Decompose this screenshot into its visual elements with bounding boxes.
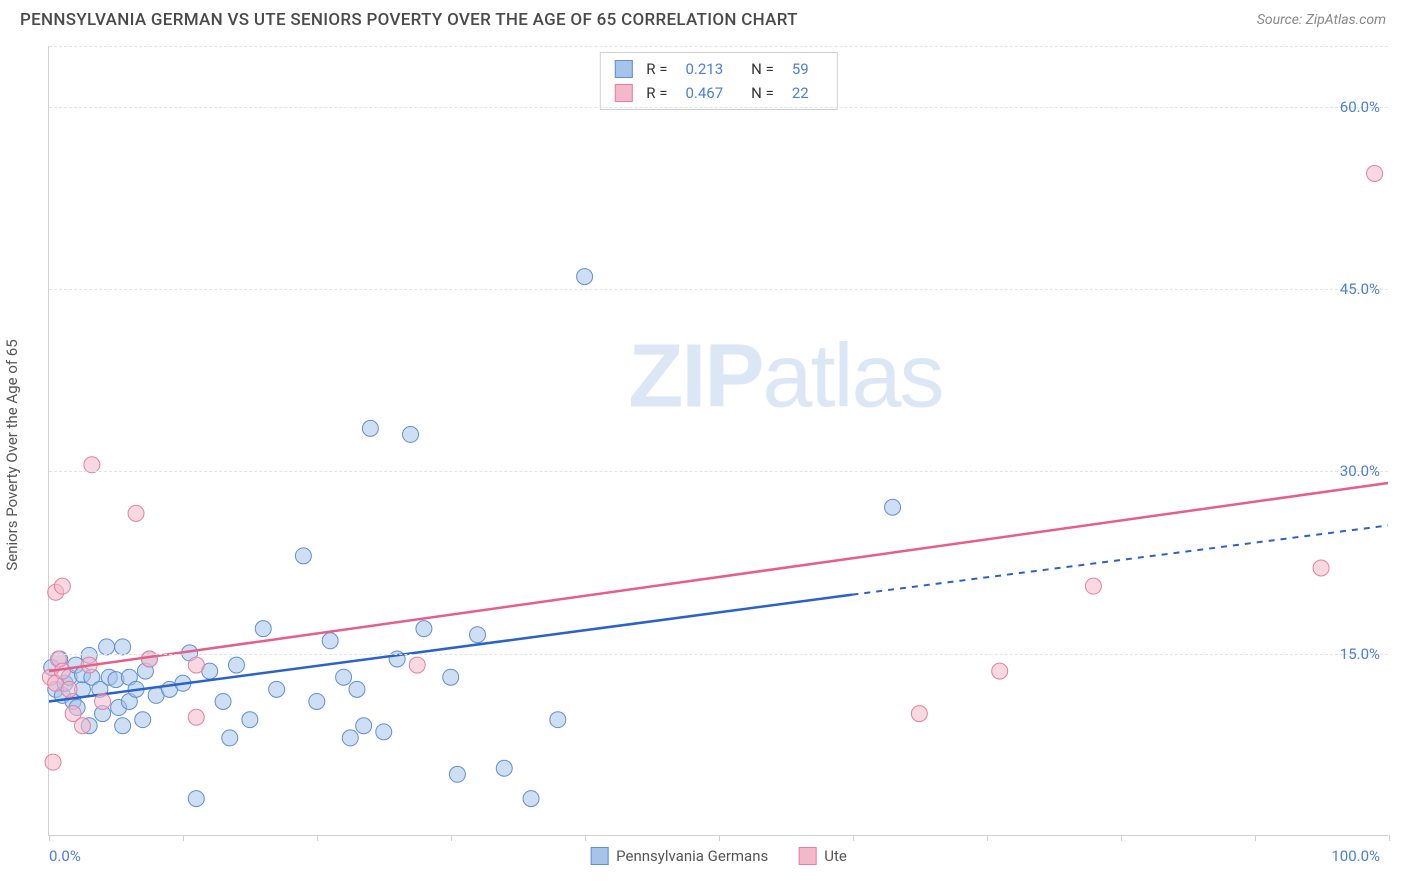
bottom-legend-swatch-pa_germans (590, 847, 608, 865)
data-point-ute (409, 657, 425, 673)
data-point-pa_germans (188, 791, 204, 807)
data-point-ute (992, 663, 1008, 679)
data-point-ute (61, 681, 77, 697)
data-point-pa_germans (228, 657, 244, 673)
data-point-pa_germans (469, 627, 485, 643)
y-tick-label: 15.0% (1340, 645, 1380, 663)
gridline-horizontal (49, 471, 1388, 472)
x-tick (1121, 835, 1122, 841)
data-point-pa_germans (342, 730, 358, 746)
data-point-pa_germans (885, 499, 901, 515)
x-tick (987, 835, 988, 841)
data-point-ute (74, 718, 90, 734)
legend-swatch-pa_germans (614, 60, 632, 78)
x-tick (1255, 835, 1256, 841)
bottom-legend-label: Ute (824, 847, 847, 865)
data-point-pa_germans (336, 669, 352, 685)
gridline-horizontal (49, 46, 1388, 47)
chart-header: PENNSYLVANIA GERMAN VS UTE SENIORS POVER… (0, 0, 1406, 36)
y-tick-label: 30.0% (1340, 462, 1380, 480)
y-tick-label: 60.0% (1340, 98, 1380, 116)
chart-title: PENNSYLVANIA GERMAN VS UTE SENIORS POVER… (20, 10, 798, 30)
legend-n-value: 22 (792, 81, 809, 105)
trendline-dashed-pa_germans (852, 525, 1388, 594)
data-point-pa_germans (443, 669, 459, 685)
scatter-plot-svg (49, 46, 1388, 835)
data-point-pa_germans (99, 639, 115, 655)
data-point-pa_germans (577, 269, 593, 285)
bottom-legend-item-pa_germans: Pennsylvania Germans (590, 847, 768, 865)
data-point-ute (911, 706, 927, 722)
data-point-pa_germans (222, 730, 238, 746)
data-point-pa_germans (349, 681, 365, 697)
data-point-ute (45, 754, 61, 770)
y-axis-label: Seniors Poverty Over the Age of 65 (3, 339, 21, 570)
gridline-horizontal (49, 107, 1388, 108)
legend-n-value: 59 (792, 57, 809, 81)
bottom-legend-item-ute: Ute (798, 847, 847, 865)
legend-n-label: N = (751, 81, 774, 105)
y-tick-label: 45.0% (1340, 280, 1380, 298)
data-point-pa_germans (362, 420, 378, 436)
x-tick (1389, 835, 1390, 841)
data-point-pa_germans (295, 548, 311, 564)
legend-row-ute: R = 0.467 N = 22 (614, 81, 822, 105)
x-tick (451, 835, 452, 841)
legend-r-value: 0.213 (685, 57, 723, 81)
x-tick (183, 835, 184, 841)
correlation-legend-box: R = 0.213 N = 59 R = 0.467 N = 22 (599, 52, 837, 110)
data-point-pa_germans (356, 718, 372, 734)
data-point-ute (1085, 578, 1101, 594)
bottom-legend-label: Pennsylvania Germans (616, 847, 768, 865)
legend-row-pa_germans: R = 0.213 N = 59 (614, 57, 822, 81)
x-tick (49, 835, 50, 841)
bottom-legend-swatch-ute (798, 847, 816, 865)
data-point-ute (1313, 560, 1329, 576)
series-legend: Pennsylvania Germans Ute (590, 847, 847, 865)
data-point-pa_germans (255, 621, 271, 637)
data-point-pa_germans (135, 712, 151, 728)
chart-source: Source: ZipAtlas.com (1257, 12, 1386, 28)
data-point-ute (95, 693, 111, 709)
legend-r-label: R = (646, 57, 667, 81)
x-tick (585, 835, 586, 841)
data-point-pa_germans (449, 766, 465, 782)
legend-n-label: N = (751, 57, 774, 81)
data-point-pa_germans (416, 621, 432, 637)
data-point-pa_germans (115, 639, 131, 655)
x-tick-label: 0.0% (49, 847, 81, 865)
data-point-ute (54, 578, 70, 594)
data-point-pa_germans (269, 681, 285, 697)
data-point-ute (188, 709, 204, 725)
data-point-ute (188, 657, 204, 673)
data-point-pa_germans (242, 712, 258, 728)
data-point-pa_germans (550, 712, 566, 728)
data-point-pa_germans (403, 426, 419, 442)
data-point-pa_germans (322, 633, 338, 649)
gridline-horizontal (49, 289, 1388, 290)
x-tick-label: 100.0% (1331, 847, 1380, 865)
x-tick (317, 835, 318, 841)
data-point-pa_germans (115, 718, 131, 734)
data-point-pa_germans (496, 760, 512, 776)
chart-area: ZIPatlas R =0.213N =59R =0.467N =22 Penn… (48, 46, 1388, 836)
legend-r-label: R = (646, 81, 667, 105)
x-tick (719, 835, 720, 841)
data-point-ute (84, 457, 100, 473)
data-point-pa_germans (309, 693, 325, 709)
x-tick (853, 835, 854, 841)
data-point-ute (128, 505, 144, 521)
legend-swatch-ute (614, 84, 632, 102)
data-point-ute (1367, 165, 1383, 181)
data-point-pa_germans (523, 791, 539, 807)
legend-r-value: 0.467 (685, 81, 723, 105)
data-point-pa_germans (215, 693, 231, 709)
trendline-ute (49, 483, 1388, 671)
gridline-horizontal (49, 654, 1388, 655)
data-point-pa_germans (376, 724, 392, 740)
